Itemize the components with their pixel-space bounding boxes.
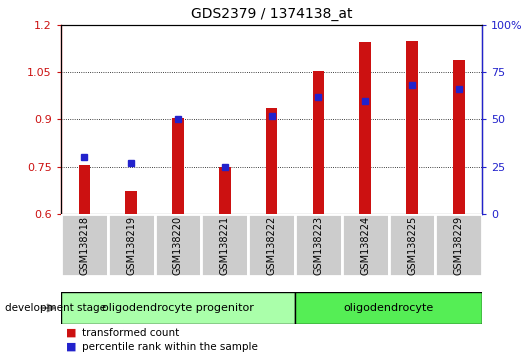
- Text: oligodendrocyte: oligodendrocyte: [343, 303, 434, 313]
- Text: GSM138219: GSM138219: [126, 216, 136, 275]
- Bar: [388, 214, 436, 276]
- Bar: [342, 214, 388, 276]
- Text: ■: ■: [66, 342, 77, 352]
- Bar: [155, 214, 201, 276]
- Bar: [201, 214, 248, 276]
- Bar: [219, 167, 231, 214]
- Bar: [125, 192, 137, 214]
- Bar: [453, 59, 465, 214]
- Bar: [248, 214, 295, 276]
- Text: GSM138229: GSM138229: [454, 216, 464, 275]
- Text: development stage: development stage: [5, 303, 107, 313]
- Text: transformed count: transformed count: [82, 328, 179, 338]
- Text: GSM138223: GSM138223: [313, 216, 323, 275]
- Title: GDS2379 / 1374138_at: GDS2379 / 1374138_at: [191, 7, 352, 21]
- Bar: [295, 214, 342, 276]
- Bar: [108, 214, 155, 276]
- Bar: [172, 118, 184, 214]
- Bar: [266, 108, 278, 214]
- Text: oligodendrocyte progenitor: oligodendrocyte progenitor: [102, 303, 254, 313]
- Text: percentile rank within the sample: percentile rank within the sample: [82, 342, 258, 352]
- Text: GSM138218: GSM138218: [80, 216, 90, 275]
- Text: GSM138221: GSM138221: [220, 216, 230, 275]
- Bar: [61, 214, 108, 276]
- Bar: [406, 41, 418, 214]
- Text: GSM138222: GSM138222: [267, 216, 277, 275]
- Bar: [61, 292, 295, 324]
- Text: GSM138224: GSM138224: [360, 216, 370, 275]
- Text: GSM138225: GSM138225: [407, 216, 417, 275]
- Bar: [313, 70, 324, 214]
- Bar: [295, 292, 482, 324]
- Bar: [359, 42, 371, 214]
- Bar: [436, 214, 482, 276]
- Text: GSM138220: GSM138220: [173, 216, 183, 275]
- Text: ■: ■: [66, 328, 77, 338]
- Bar: [78, 165, 90, 214]
